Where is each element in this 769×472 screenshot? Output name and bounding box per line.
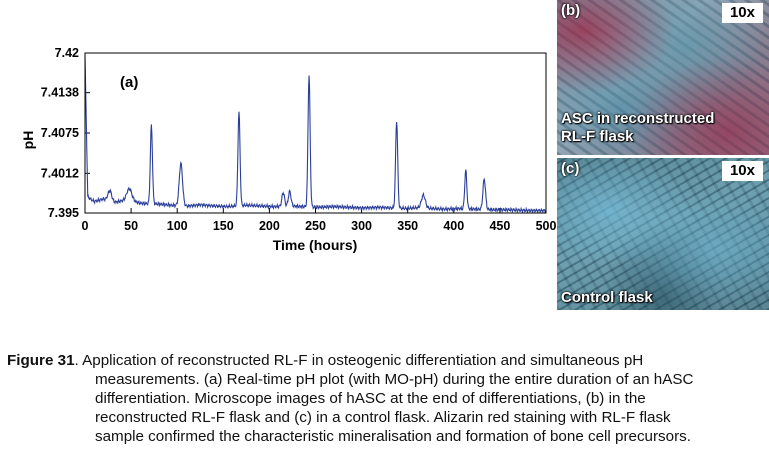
caption-first-line: Figure 31. Application of reconstructed … (7, 351, 767, 370)
ph-series-line (84, 55, 547, 214)
caption-line: measurements. (a) Real-time pH plot (wit… (95, 371, 694, 388)
magnification-badge: 10x (721, 161, 763, 181)
x-tick-label: 400 (443, 219, 464, 233)
y-tick-label: 7.4075 (41, 126, 79, 140)
y-tick-label: 7.395 (48, 206, 79, 220)
caption-line: sample confirmed the characteristic mine… (95, 428, 691, 445)
y-axis: 7.395 7.4012 7.4075 7.4138 7.42 (41, 46, 90, 220)
y-tick-label: 7.4012 (41, 166, 79, 180)
micrograph-caption-line: ASC in reconstructed (561, 110, 715, 127)
caption-line: differentiation. Microscope images of hA… (95, 390, 646, 407)
y-tick-label: 7.4138 (41, 86, 79, 100)
magnification-badge: 10x (721, 3, 763, 23)
micrograph-caption-line: RL-F flask (561, 128, 634, 145)
x-axis: 0 50 100 150 200 250 300 350 400 450 500 (82, 208, 556, 233)
x-tick-label: 50 (124, 219, 138, 233)
x-tick-label: 300 (351, 219, 372, 233)
panel-label-b: (b) (561, 2, 581, 19)
ph-line-chart: 7.395 7.4012 7.4075 7.4138 7.42 0 50 100 150 200… (20, 46, 556, 253)
x-tick-label: 500 (536, 219, 556, 233)
panel-label-a: (a) (120, 74, 138, 91)
y-axis-label: pH (20, 131, 36, 150)
caption-text: . Application of reconstructed RL-F in o… (74, 352, 644, 369)
caption-line: reconstructed RL-F flask and (c) in a co… (95, 409, 671, 426)
micrograph-reconstructed-flask: (b) 10x ASC in reconstructed RL-F flask (557, 0, 769, 155)
plot-frame (84, 52, 547, 214)
x-tick-label: 250 (305, 219, 326, 233)
x-tick-label: 200 (259, 219, 280, 233)
ph-chart-panel: 7.395 7.4012 7.4075 7.4138 7.42 0 50 100 150 200… (0, 0, 556, 270)
micrograph-caption: Control flask (561, 289, 653, 307)
micrograph-control-flask: (c) 10x Control flask (557, 158, 769, 310)
x-tick-label: 450 (489, 219, 510, 233)
figure-label: Figure 31 (7, 352, 75, 369)
micrograph-caption-line: Control flask (561, 289, 653, 306)
micrograph-caption: ASC in reconstructed RL-F flask (561, 110, 714, 146)
panel-label-c: (c) (561, 160, 580, 177)
caption-body: measurements. (a) Real-time pH plot (wit… (7, 370, 767, 446)
figure-caption: Figure 31. Application of reconstructed … (7, 351, 767, 446)
x-axis-label: Time (hours) (273, 237, 358, 253)
x-tick-label: 0 (82, 219, 89, 233)
x-tick-label: 100 (167, 219, 188, 233)
y-tick-label: 7.42 (55, 46, 79, 60)
x-tick-label: 350 (397, 219, 418, 233)
x-tick-label: 150 (213, 219, 234, 233)
